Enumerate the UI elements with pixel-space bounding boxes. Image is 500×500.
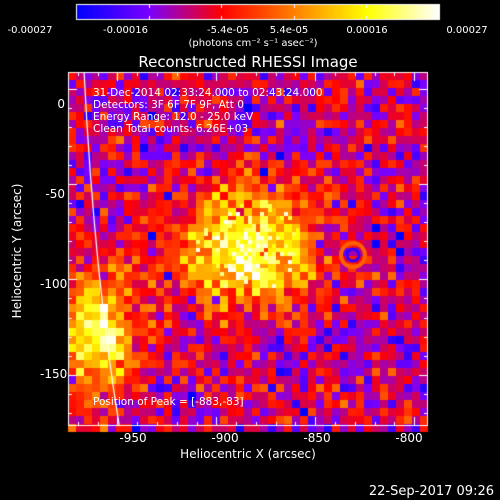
x-tick-label: -950 xyxy=(119,431,147,445)
colorbar-tick-label: -0.00016 xyxy=(103,25,148,36)
plot-title: Reconstructed RHESSI Image xyxy=(138,53,358,71)
colorbar-tick-label: 5.4e-05 xyxy=(269,25,309,36)
info-total-counts: Clean Total counts: 6.26E+03 xyxy=(93,123,249,135)
colorbar-tick-label: 0.00016 xyxy=(346,25,388,36)
colorbar-units: (photons cm⁻² s⁻¹ asec⁻²) xyxy=(188,38,318,49)
y-tick-label: -50 xyxy=(45,187,65,201)
info-time-range: 31-Dec-2014 02:33:24.000 to 02:43:24.000 xyxy=(93,87,323,99)
y-axis-label: Heliocentric Y (arcsec) xyxy=(10,183,24,319)
peak-position-label: Position of Peak = [-883,-83] xyxy=(93,396,244,408)
y-tick-label: -150 xyxy=(40,367,68,381)
colorbar-tick-label: -0.00027 xyxy=(7,25,53,36)
colorbar-tick-label: 0.00027 xyxy=(446,25,488,36)
colorbar-tick-label: -5.4e-05 xyxy=(207,25,249,36)
y-tick-label: 0 xyxy=(57,97,65,111)
date-stamp: 22-Sep-2017 09:26 xyxy=(368,484,494,499)
info-energy-range: Energy Range: 12.0 - 25.0 keV xyxy=(93,111,254,123)
x-tick-label: -850 xyxy=(303,431,331,445)
y-tick-label: -100 xyxy=(40,277,68,291)
x-tick-label: -900 xyxy=(211,431,239,445)
x-axis-label: Heliocentric X (arcsec) xyxy=(180,447,316,461)
info-detectors: Detectors: 3F 6F 7F 9F, Att 0 xyxy=(93,99,244,111)
x-tick-label: -800 xyxy=(395,431,423,445)
